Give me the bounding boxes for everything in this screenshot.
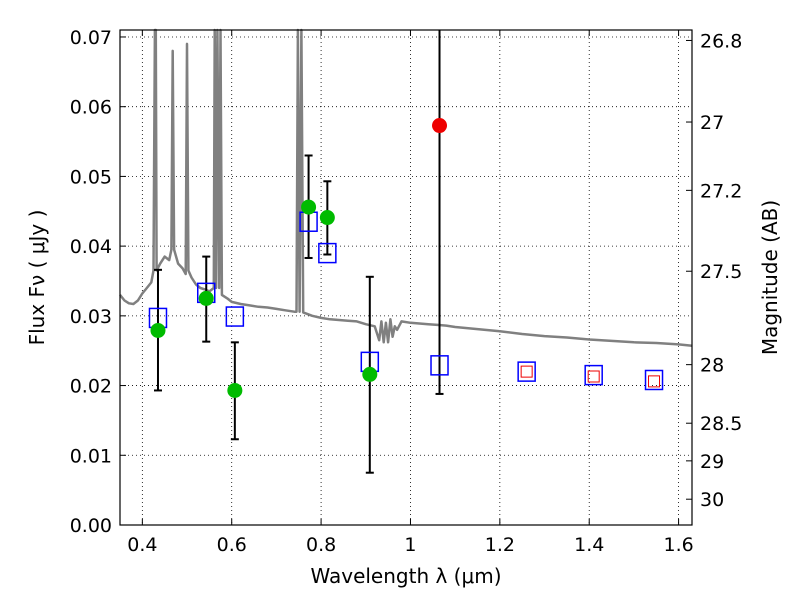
model-square (584, 364, 603, 386)
x-tick-label: 1.4 (574, 534, 604, 556)
spectrum-layer (119, 28, 693, 348)
right-tick-label: 27 (700, 112, 724, 134)
green-point (301, 199, 317, 215)
x-tick-label: 0.4 (127, 534, 157, 556)
green-point (319, 210, 335, 226)
right-tick-label: 26.8 (700, 30, 742, 52)
y-tick-label: 0.07 (70, 27, 112, 49)
right-tick-label: 28.5 (700, 413, 742, 435)
y-tick-label: 0.06 (70, 97, 112, 119)
green-point (150, 322, 166, 338)
ticks-layer: 0.4 0.6 0.8 1 1.2 1.4 1.6 0.00 0.01 0.02 0.03 0.04 0… (70, 27, 743, 556)
model-square (318, 242, 337, 264)
right-tick-label: 30 (700, 489, 724, 511)
model-square (430, 355, 449, 376)
red-square (648, 375, 661, 388)
y-tick-label: 0.01 (70, 445, 112, 467)
right-tick-label: 27.5 (700, 261, 742, 283)
marker-layer (148, 118, 664, 398)
red-point (432, 118, 448, 134)
y-tick-label: 0.03 (70, 306, 112, 328)
plot-frame (119, 29, 693, 526)
right-tick-label: 27.2 (700, 180, 742, 202)
green-point (362, 366, 378, 382)
right-axis-label: Magnitude (AB) (758, 200, 782, 355)
right-tick-label: 29 (700, 451, 724, 473)
green-point (198, 290, 214, 306)
y-axis-label: Flux Fν ( μJy ) (25, 210, 49, 346)
x-tick-label: 1 (404, 534, 416, 556)
model-square (517, 361, 536, 382)
y-tick-label: 0.04 (70, 236, 112, 258)
y-tick-label: 0.05 (70, 166, 112, 188)
x-tick-label: 0.6 (217, 534, 247, 556)
right-tick-label: 28 (700, 355, 724, 377)
spectrum-line (119, 28, 693, 348)
y-tick-label: 0.02 (70, 376, 112, 398)
green-point (227, 382, 243, 398)
x-tick-label: 1.2 (485, 534, 515, 556)
y-tick-label: 0.00 (70, 515, 112, 537)
red-square (520, 365, 533, 378)
model-square (644, 369, 664, 391)
model-square (225, 306, 245, 327)
x-tick-label: 1.6 (663, 534, 693, 556)
red-square (587, 370, 600, 383)
x-axis-label: Wavelength λ (μm) (310, 564, 501, 588)
x-tick-label: 0.8 (306, 534, 336, 556)
